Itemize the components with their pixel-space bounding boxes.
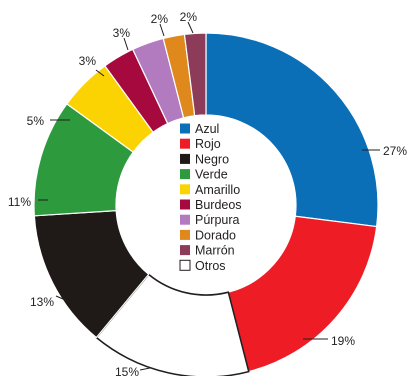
slice-marron	[183, 32, 207, 117]
label-marron: 2%	[180, 10, 198, 24]
legend-label-otros: Otros	[195, 259, 226, 273]
legend-label-negro: Negro	[195, 152, 229, 166]
slice-azul	[205, 32, 379, 228]
legend-label-dorado: Dorado	[195, 228, 236, 242]
legend-swatch-rojo	[180, 138, 190, 149]
label-azul: 27%	[383, 144, 407, 158]
legend-swatch-azul	[180, 123, 190, 134]
legend-swatch-marron	[180, 245, 190, 256]
legend-label-azul: Azul	[195, 122, 219, 136]
donut-slices	[33, 32, 379, 376]
legend-label-burdeos: Burdeos	[195, 198, 242, 212]
leader-negro	[55, 295, 71, 303]
legend-swatch-verde	[180, 169, 190, 180]
label-amarillo: 5%	[27, 114, 45, 128]
legend-label-purpura: Púrpura	[195, 213, 240, 227]
label-otros: 15%	[115, 365, 139, 376]
leader-purpura	[123, 37, 129, 51]
leader-otros	[139, 367, 151, 371]
legend-label-amarillo: Amarillo	[195, 183, 240, 197]
legend-label-marron: Marrón	[195, 244, 235, 258]
leader-marron	[187, 21, 194, 34]
legend-swatch-purpura	[180, 214, 190, 225]
label-dorado: 2%	[151, 12, 169, 26]
label-negro: 13%	[30, 295, 54, 309]
legend-swatch-amarillo	[180, 184, 190, 195]
label-rojo: 19%	[331, 334, 355, 348]
leader-lines	[38, 21, 380, 371]
legend-swatch-otros	[179, 259, 191, 271]
slice-rojo	[227, 215, 378, 373]
legend-label-rojo: Rojo	[195, 137, 221, 151]
label-burdeos: 3%	[79, 54, 97, 68]
legend-swatch-negro	[180, 153, 190, 164]
label-verde: 11%	[8, 195, 31, 209]
legend-label-verde: Verde	[195, 168, 228, 182]
label-purpura: 3%	[113, 26, 131, 40]
legend-swatch-burdeos	[180, 199, 190, 210]
legend-swatch-dorado	[180, 229, 190, 240]
leader-burdeos	[95, 69, 105, 77]
leader-dorado	[159, 23, 165, 37]
percent-labels: 27% 19% 15% 13% 11% 5% 3% 3% 2% 2%	[8, 10, 407, 376]
